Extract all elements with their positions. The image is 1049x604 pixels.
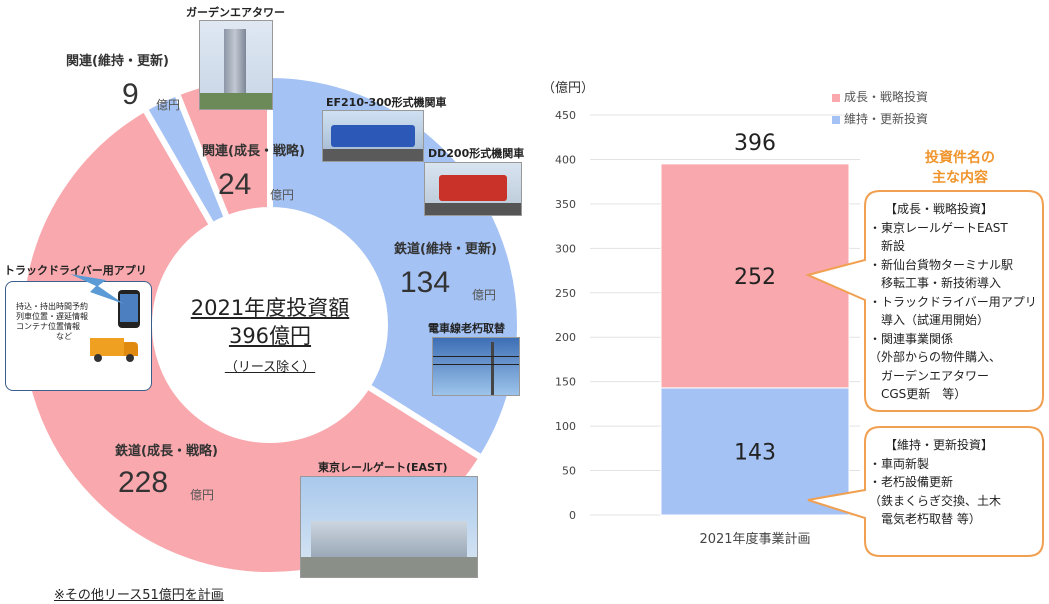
callout-maint-line: ・老朽設備更新	[869, 475, 954, 489]
segment-value-related-maint: 9	[122, 78, 139, 111]
donut-center-amount: 396億円	[228, 324, 312, 348]
callout-maint-text: 【維持・更新投資】 ・車両新製 ・老朽設備更新 （鉄まくらぎ交換、土木 電気老朽…	[869, 436, 1001, 529]
truck-icon	[90, 338, 140, 362]
callout-heading: 投資件名の 主な内容	[900, 148, 1020, 188]
callout-growth-line: 新設	[869, 239, 906, 253]
y-axis-label: （億円）	[542, 80, 594, 96]
legend-swatch-maint	[832, 115, 840, 124]
y-tick-label: 250	[555, 287, 576, 300]
callout-growth-line: ・トラックドライバー用アプリ	[869, 294, 1037, 309]
y-tick-label: 0	[569, 509, 576, 522]
callout-growth-line: 【成長・戦略投資】	[885, 202, 994, 216]
truck-app-box: 持込・持出時間予約 列車位置・遅延情報 コンテナ位置情報 など	[5, 281, 152, 391]
donut-footnote: ※その他リース51億円を計画	[54, 588, 224, 603]
smartphone-icon	[118, 290, 140, 328]
segment-unit-rail-maint: 億円	[472, 288, 497, 302]
callout-growth-text: 【成長・戦略投資】 ・東京レールゲートEAST 新設 ・新仙台貨物ターミナル駅 …	[869, 200, 1037, 404]
donut-center-title: 2021年度投資額	[190, 296, 350, 320]
segment-unit-related-growth: 億円	[270, 188, 295, 202]
photo-caption-truck-app: トラックドライバー用アプリ	[4, 264, 147, 277]
bar-data-label: 252	[734, 265, 776, 290]
legend-item-growth: 成長・戦略投資	[832, 88, 928, 110]
y-tick-label: 400	[555, 153, 576, 166]
callout-growth-line: ・関連事業関係	[869, 331, 954, 346]
photo-caption-catenary: 電車線老朽取替	[428, 322, 505, 335]
legend-label-growth: 成長・戦略投資	[844, 90, 929, 104]
callout-growth-line: 移転工事・新技術導入	[869, 276, 1002, 290]
app-box-line: など	[56, 332, 72, 341]
callout-maint-line: （鉄まくらぎ交換、土木	[869, 493, 1002, 508]
segment-label-rail-maint: 鉄道(維持・更新)	[394, 242, 497, 257]
callout-growth-line: （外部からの物件購入、	[869, 350, 1002, 364]
callout-heading-line-1: 投資件名の	[925, 150, 995, 166]
callout-growth-line: CGS更新 等）	[869, 387, 967, 401]
donut-center-note: （リース除く）	[224, 360, 316, 375]
y-tick-label: 50	[562, 465, 576, 478]
catenary-photo	[432, 337, 520, 396]
photo-caption-ef210: EF210-300形式機関車	[326, 96, 447, 109]
x-category-label: 2021年度事業計画	[699, 531, 810, 547]
photo-caption-tokyo-rail-gate: 東京レールゲート(EAST)	[318, 461, 448, 474]
legend-item-maint: 維持・更新投資	[832, 110, 928, 132]
bar-data-label: 143	[734, 440, 776, 465]
photo-caption-dd200: DD200形式機関車	[428, 147, 525, 160]
bar-total-label: 396	[734, 131, 776, 156]
segment-unit-rail-growth: 億円	[190, 488, 215, 502]
segment-label-related-maint: 関連(維持・更新)	[66, 54, 169, 69]
segment-value-rail-maint: 134	[400, 266, 451, 299]
lightning-icon	[70, 274, 124, 304]
y-tick-label: 150	[555, 376, 576, 389]
segment-unit-related-maint: 億円	[156, 98, 181, 112]
app-box-line: 列車位置・遅延情報	[16, 312, 88, 321]
legend: 成長・戦略投資 維持・更新投資	[832, 88, 928, 132]
garden-air-tower-photo	[199, 20, 273, 110]
legend-label-maint: 維持・更新投資	[844, 112, 929, 126]
ef210-locomotive-photo	[322, 110, 424, 162]
y-tick-label: 350	[555, 198, 576, 211]
app-box-line: コンテナ位置情報	[16, 322, 80, 331]
photo-caption-garden-air-tower: ガーデンエアタワー	[186, 6, 285, 19]
segment-value-related-growth: 24	[218, 168, 252, 201]
callout-growth-line: ・新仙台貨物ターミナル駅	[869, 257, 1014, 272]
segment-value-rail-growth: 228	[118, 466, 169, 499]
y-tick-label: 100	[555, 420, 576, 433]
legend-swatch-growth	[832, 93, 840, 102]
y-tick-label: 450	[555, 109, 576, 122]
callout-maint-line: 電気老朽取替 等）	[869, 512, 981, 526]
callout-growth-line: 導入（試運用開始）	[869, 313, 990, 327]
callout-growth-line: ガーデンエアタワー	[869, 368, 990, 383]
tokyo-rail-gate-photo	[300, 476, 478, 578]
y-tick-label: 200	[555, 331, 576, 344]
callout-maint-line: ・車両新製	[869, 456, 930, 471]
callout-maint-line: 【維持・更新投資】	[885, 438, 994, 452]
y-tick-label: 300	[555, 242, 576, 255]
dd200-locomotive-photo	[424, 162, 522, 216]
segment-label-rail-growth: 鉄道(成長・戦略)	[115, 444, 218, 459]
callout-growth-line: ・東京レールゲートEAST	[869, 220, 1008, 235]
app-box-line: 持込・持出時間予約	[16, 302, 88, 311]
callout-heading-line-2: 主な内容	[932, 170, 988, 186]
segment-label-related-growth: 関連(成長・戦略)	[202, 144, 305, 159]
